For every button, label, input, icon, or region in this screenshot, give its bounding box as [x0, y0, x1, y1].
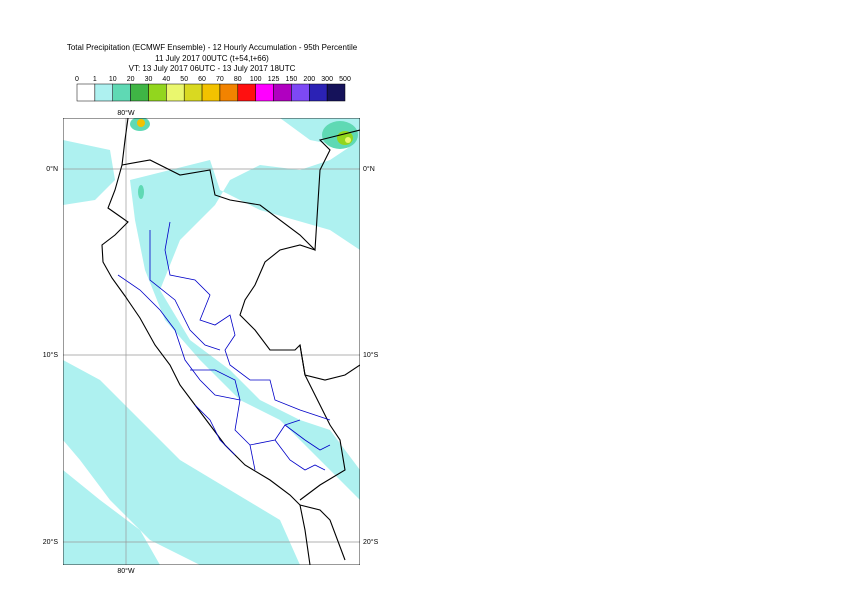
lat-label: 20°S [363, 538, 379, 546]
legend-swatch [273, 83, 292, 102]
legend-swatch [76, 83, 96, 102]
legend-swatch [326, 83, 346, 102]
legend-swatch [166, 83, 185, 102]
lon-label: 80°W [117, 567, 135, 575]
legend-swatch [183, 83, 203, 102]
legend-swatch [291, 83, 310, 102]
lat-label: 10°S [363, 351, 379, 359]
lat-label: 0°N [46, 165, 58, 173]
legend-label: 10 [109, 76, 117, 83]
valid-time: VT: 13 July 2017 06UTC - 13 July 2017 18… [129, 64, 296, 73]
legend-swatch [112, 83, 131, 102]
legend-label: 60 [198, 76, 206, 83]
legend-label: 0 [75, 76, 79, 83]
legend-swatch [94, 83, 113, 102]
legend-label: 70 [216, 76, 224, 83]
legend-swatch [201, 83, 221, 102]
legend-label: 200 [303, 76, 315, 83]
graticule [63, 118, 360, 565]
map [63, 118, 360, 565]
legend-label: 300 [321, 76, 333, 83]
lat-label: 0°N [363, 165, 375, 173]
legend-label: 20 [127, 76, 135, 83]
lon-label: 80°W [117, 109, 135, 117]
admin-borders [117, 221, 331, 471]
legend-swatch [255, 83, 274, 102]
legend-swatch [148, 83, 167, 102]
legend-label: 80 [234, 76, 242, 83]
legend-label: 500 [339, 76, 351, 83]
title: Total Precipitation (ECMWF Ensemble) - 1… [67, 43, 358, 52]
legend-swatch [309, 83, 328, 102]
legend-swatch [219, 83, 239, 102]
coastline-borders [101, 118, 360, 565]
legend-swatch [237, 83, 256, 102]
legend-label: 1 [93, 76, 97, 83]
lat-label: 10°S [43, 351, 59, 359]
subtitle: 11 July 2017 00UTC (t+54,t+66) [155, 54, 269, 63]
legend-swatch [130, 83, 149, 102]
legend-label: 125 [268, 76, 280, 83]
legend-label: 150 [286, 76, 298, 83]
legend-label: 50 [180, 76, 188, 83]
legend-label: 30 [145, 76, 153, 83]
legend: 0 1 10 20 30 40 50 60 70 80 100 125 150 200 300 500 [75, 76, 351, 102]
legend-label: 100 [250, 76, 262, 83]
lat-label: 20°S [43, 538, 59, 546]
legend-label: 40 [162, 76, 170, 83]
